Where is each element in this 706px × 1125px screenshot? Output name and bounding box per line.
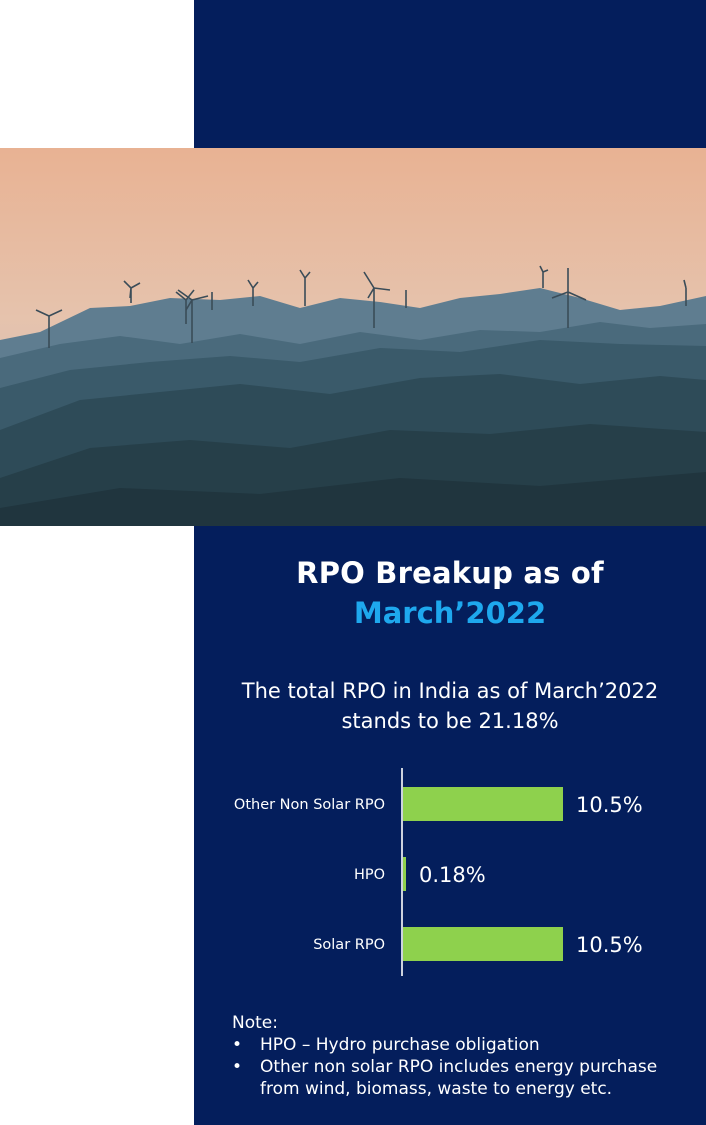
note-item: HPO – Hydro purchase obligation xyxy=(232,1034,702,1056)
notes-list: HPO – Hydro purchase obligation Other no… xyxy=(232,1034,702,1100)
notes-section: Note: HPO – Hydro purchase obligation Ot… xyxy=(232,1012,702,1100)
value-label: 10.5% xyxy=(576,933,643,957)
panel-title-date: March’2022 xyxy=(353,596,547,630)
panel-title: RPO Breakup as of xyxy=(296,556,604,590)
bar xyxy=(403,787,563,821)
rpo-breakup-panel: RPO Breakup as of March’2022 The total R… xyxy=(194,526,706,1125)
note-item: Other non solar RPO includes energy purc… xyxy=(232,1056,702,1100)
category-label: HPO xyxy=(354,867,385,883)
notes-heading: Note: xyxy=(232,1013,278,1033)
top-navy-panel xyxy=(194,0,706,148)
rpo-bar-chart: Other Non Solar RPO 10.5% HPO 0.18% Solar RP… xyxy=(234,768,643,976)
bar xyxy=(403,857,406,891)
wind-turbine-landscape-photo xyxy=(0,148,706,526)
value-label: 10.5% xyxy=(576,793,643,817)
panel-subtitle: The total RPO in India as of March’2022 … xyxy=(241,679,659,733)
bar xyxy=(403,927,563,961)
value-label: 0.18% xyxy=(419,863,486,887)
category-label: Solar RPO xyxy=(313,937,385,953)
landscape-illustration xyxy=(0,148,706,526)
wind-turbines xyxy=(35,265,687,348)
category-label: Other Non Solar RPO xyxy=(234,797,385,813)
